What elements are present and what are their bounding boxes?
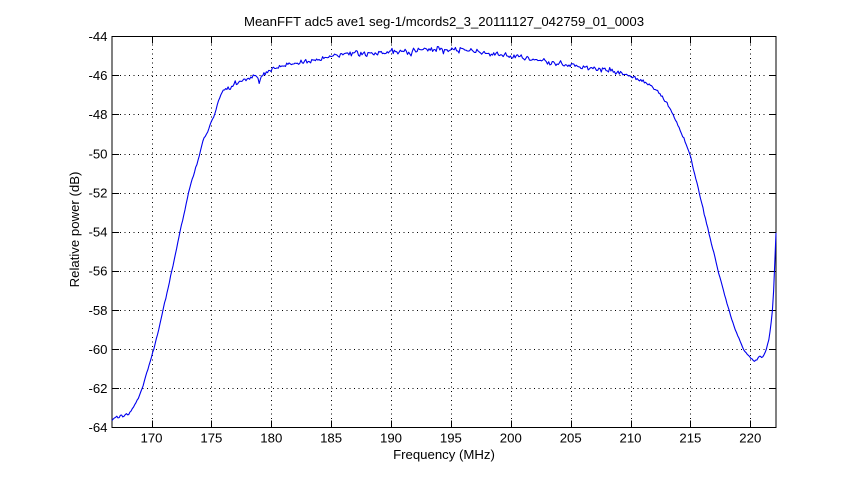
svg-text:190: 190 (380, 430, 402, 445)
svg-text:185: 185 (320, 430, 342, 445)
svg-text:200: 200 (500, 430, 522, 445)
svg-text:-56: -56 (88, 264, 107, 279)
svg-text:Relative power (dB): Relative power (dB) (67, 172, 82, 288)
svg-text:-44: -44 (88, 29, 107, 44)
svg-text:Frequency (MHz): Frequency (MHz) (393, 447, 495, 462)
svg-text:-50: -50 (88, 146, 107, 161)
svg-text:195: 195 (440, 430, 462, 445)
svg-text:-62: -62 (88, 381, 107, 396)
svg-text:MeanFFT adc5 ave1 seg-1/mcords: MeanFFT adc5 ave1 seg-1/mcords2_3_201111… (244, 14, 644, 29)
svg-text:210: 210 (619, 430, 641, 445)
svg-text:205: 205 (560, 430, 582, 445)
svg-text:-60: -60 (88, 342, 107, 357)
svg-text:-46: -46 (88, 68, 107, 83)
svg-text:-54: -54 (88, 225, 107, 240)
svg-text:-64: -64 (88, 420, 107, 435)
svg-text:-58: -58 (88, 303, 107, 318)
svg-text:170: 170 (140, 430, 162, 445)
svg-text:-48: -48 (88, 107, 107, 122)
svg-text:220: 220 (739, 430, 761, 445)
svg-text:175: 175 (200, 430, 222, 445)
svg-text:180: 180 (260, 430, 282, 445)
svg-text:-52: -52 (88, 186, 107, 201)
svg-text:215: 215 (679, 430, 701, 445)
